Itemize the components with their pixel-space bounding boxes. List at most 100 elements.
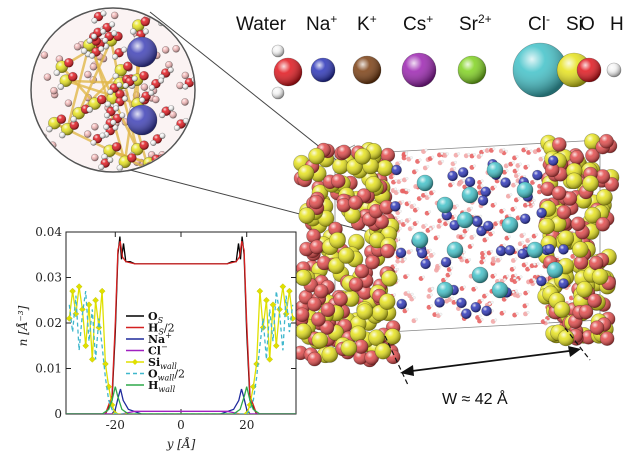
plot-legend-item: Hwall	[126, 379, 176, 394]
zoom-inset	[30, 7, 401, 241]
box-cl-ion	[456, 211, 474, 229]
faint-water-o	[176, 81, 184, 90]
zoom-o-atom	[68, 71, 78, 82]
zoom-water-h	[131, 75, 138, 82]
faint-water-o	[83, 130, 92, 138]
zoom-water-h	[187, 12, 194, 20]
sphere-icon-sr	[457, 55, 487, 85]
legend-swatch-marker	[132, 359, 138, 365]
box-na-ion	[449, 219, 460, 231]
legend-label-cl: Cl-	[528, 12, 550, 35]
faint-water-o	[91, 123, 99, 131]
box-na-ion	[447, 170, 458, 182]
y-tick-label: 0.03	[35, 271, 62, 285]
faint-water-o	[64, 99, 73, 107]
faint-water-o	[177, 156, 185, 164]
zoom-water-h	[100, 10, 107, 17]
faint-water-o	[32, 156, 40, 165]
zoom-water-h	[108, 21, 116, 28]
faint-water-o	[40, 51, 49, 59]
box-na-ion	[472, 216, 483, 228]
zoom-water-h	[174, 155, 181, 162]
si-wall-marker	[69, 287, 76, 295]
wall-si-atom	[328, 257, 345, 275]
wall-si-atom	[538, 217, 555, 235]
zoom-h-atom	[104, 100, 112, 108]
box-cl-ion	[486, 161, 504, 179]
legend-label-o: O	[580, 14, 595, 35]
zoom-h-atom	[53, 69, 61, 77]
zoom-o-atom	[64, 57, 74, 68]
zoom-water-o	[167, 156, 178, 167]
faint-water-o	[84, 70, 92, 79]
si-wall-marker	[273, 342, 280, 350]
faint-water-o	[178, 139, 187, 148]
zoom-o-atom	[56, 114, 67, 124]
legend-entry-label: OS	[148, 310, 164, 325]
box-cl-ion	[501, 216, 519, 234]
wall-o-atom	[357, 285, 373, 300]
zoom-water-h	[90, 139, 97, 146]
box-na-ion	[500, 177, 511, 188]
box-cl-ion	[526, 241, 544, 259]
zoom-water-h	[111, 30, 118, 37]
x-axis-label: y [Å]	[166, 436, 196, 451]
zoom-water-h	[178, 19, 185, 27]
zoom-water-h	[191, 76, 194, 83]
ions	[390, 155, 569, 320]
legend-label-k: K+	[357, 12, 377, 35]
wall-o-atom	[308, 194, 324, 210]
wall-si-atom	[582, 175, 599, 192]
y-axis-label: n [Å⁻³]	[15, 305, 30, 346]
zoom-h-atom	[80, 47, 88, 55]
zoom-water-h	[157, 77, 165, 84]
si-wall-marker	[243, 410, 250, 414]
wall-o-atom	[333, 291, 348, 307]
wall-o-atom	[551, 137, 567, 152]
wall-o-atom	[307, 351, 322, 367]
y-tick-label: 0.02	[35, 316, 62, 330]
faint-water-o	[89, 62, 98, 71]
wall-si-atom	[565, 172, 583, 190]
wall-si-atom	[349, 325, 367, 343]
zoom-o-atom	[139, 70, 149, 81]
faint-water-o	[172, 155, 181, 164]
si-wall-marker	[266, 356, 273, 363]
wall-si-atom	[329, 232, 346, 249]
legend-label-cs: Cs+	[403, 12, 433, 35]
wall-o-atom	[595, 169, 611, 184]
wall-si-atom	[311, 331, 329, 349]
legend-item-cs-ion: Cs+	[401, 12, 437, 88]
faint-water-o	[161, 46, 170, 54]
zoom-water-h	[111, 53, 119, 60]
wall-o-atom	[313, 283, 329, 299]
wall-o-atom	[578, 304, 594, 320]
sphere-icon-h	[606, 62, 622, 78]
plot-legend-item: OS	[126, 310, 164, 325]
zoom-connector-top	[149, 11, 337, 161]
silica-wall-right	[537, 133, 620, 347]
sphere-icon-cl	[512, 42, 568, 98]
wall-o-atom	[320, 302, 336, 318]
sphere-icon-k	[352, 55, 382, 85]
zoom-h-atom	[46, 125, 53, 133]
box-na-ion	[391, 164, 402, 176]
faint-water-o	[53, 158, 61, 166]
legend-label-na: Na+	[306, 12, 337, 35]
series-line-o-wall-2	[68, 291, 294, 414]
legend-label-h: H	[610, 14, 624, 35]
sphere-icon-o	[576, 57, 602, 83]
box-na-ion	[477, 195, 489, 206]
box-cl-ion	[416, 174, 434, 192]
zoom-water-h	[155, 159, 162, 166]
dim-arrowhead-left	[400, 365, 414, 376]
legend-entry-label: Hwall	[148, 379, 176, 394]
wall-o-atom	[556, 204, 572, 220]
box-cl-ion	[411, 231, 429, 249]
box-na-ion	[396, 298, 408, 310]
zoom-water-h	[143, 167, 150, 171]
zoom-o-atom	[96, 94, 107, 105]
box-cl-ion	[436, 196, 454, 214]
series-line-na-	[66, 388, 296, 414]
zoom-water-h	[89, 52, 96, 59]
